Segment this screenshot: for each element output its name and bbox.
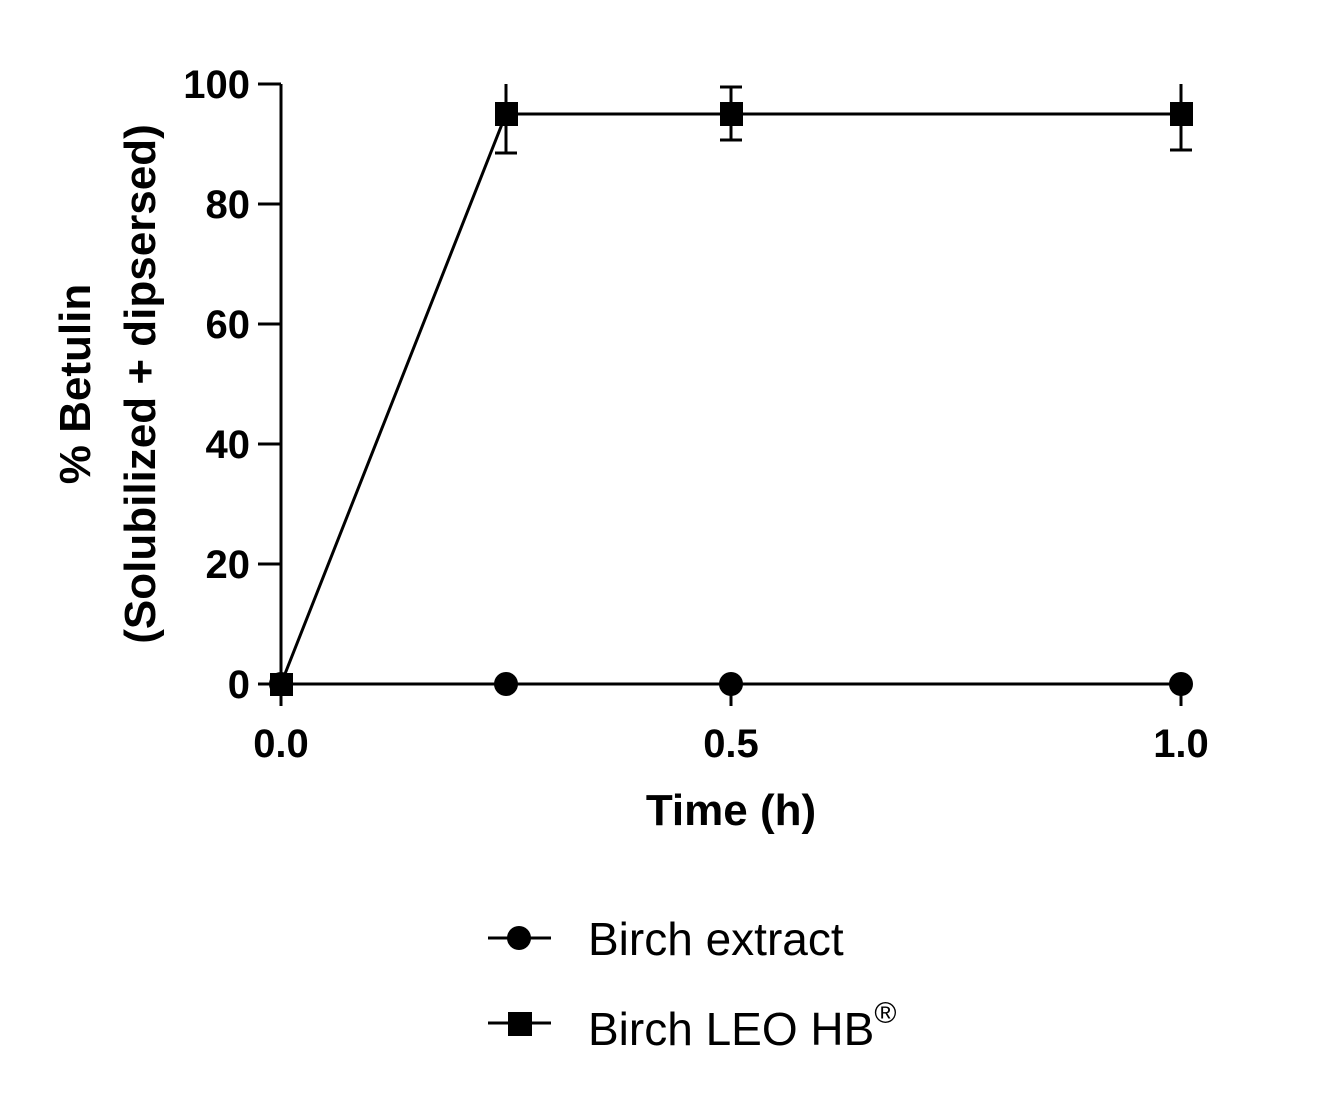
y-tick: 100 xyxy=(183,63,250,107)
x-tick-labels: 0.0 0.5 1.0 xyxy=(253,722,1209,766)
square-marker-icon xyxy=(508,1012,532,1036)
series-birch-extract xyxy=(269,672,1193,696)
legend-label: Birch extract xyxy=(588,913,844,965)
x-tick: 0.0 xyxy=(253,722,309,766)
legend-item-birch-extract: Birch extract xyxy=(488,913,844,965)
y-tick-labels: 0 20 40 60 80 100 xyxy=(183,63,250,707)
y-axis-label-line2: (Solubilized + dipsersed) xyxy=(116,124,165,644)
y-tick: 0 xyxy=(228,663,250,707)
series-birch-leo-hb xyxy=(270,84,1193,696)
legend: Birch extract Birch LEO HB® xyxy=(488,913,896,1055)
y-axis-label-line1: % Betulin xyxy=(51,284,100,484)
x-tick: 1.0 xyxy=(1153,722,1209,766)
legend-item-birch-leo-hb: Birch LEO HB® xyxy=(488,997,896,1055)
x-axis-label: Time (h) xyxy=(646,786,816,835)
x-tick: 0.5 xyxy=(703,722,759,766)
y-tick: 60 xyxy=(206,303,251,347)
legend-label: Birch LEO HB® xyxy=(588,997,896,1055)
circle-marker-icon xyxy=(507,926,531,950)
y-tick: 20 xyxy=(206,543,251,587)
y-tick: 80 xyxy=(206,183,251,227)
y-tick: 40 xyxy=(206,423,251,467)
y-axis xyxy=(258,82,283,686)
